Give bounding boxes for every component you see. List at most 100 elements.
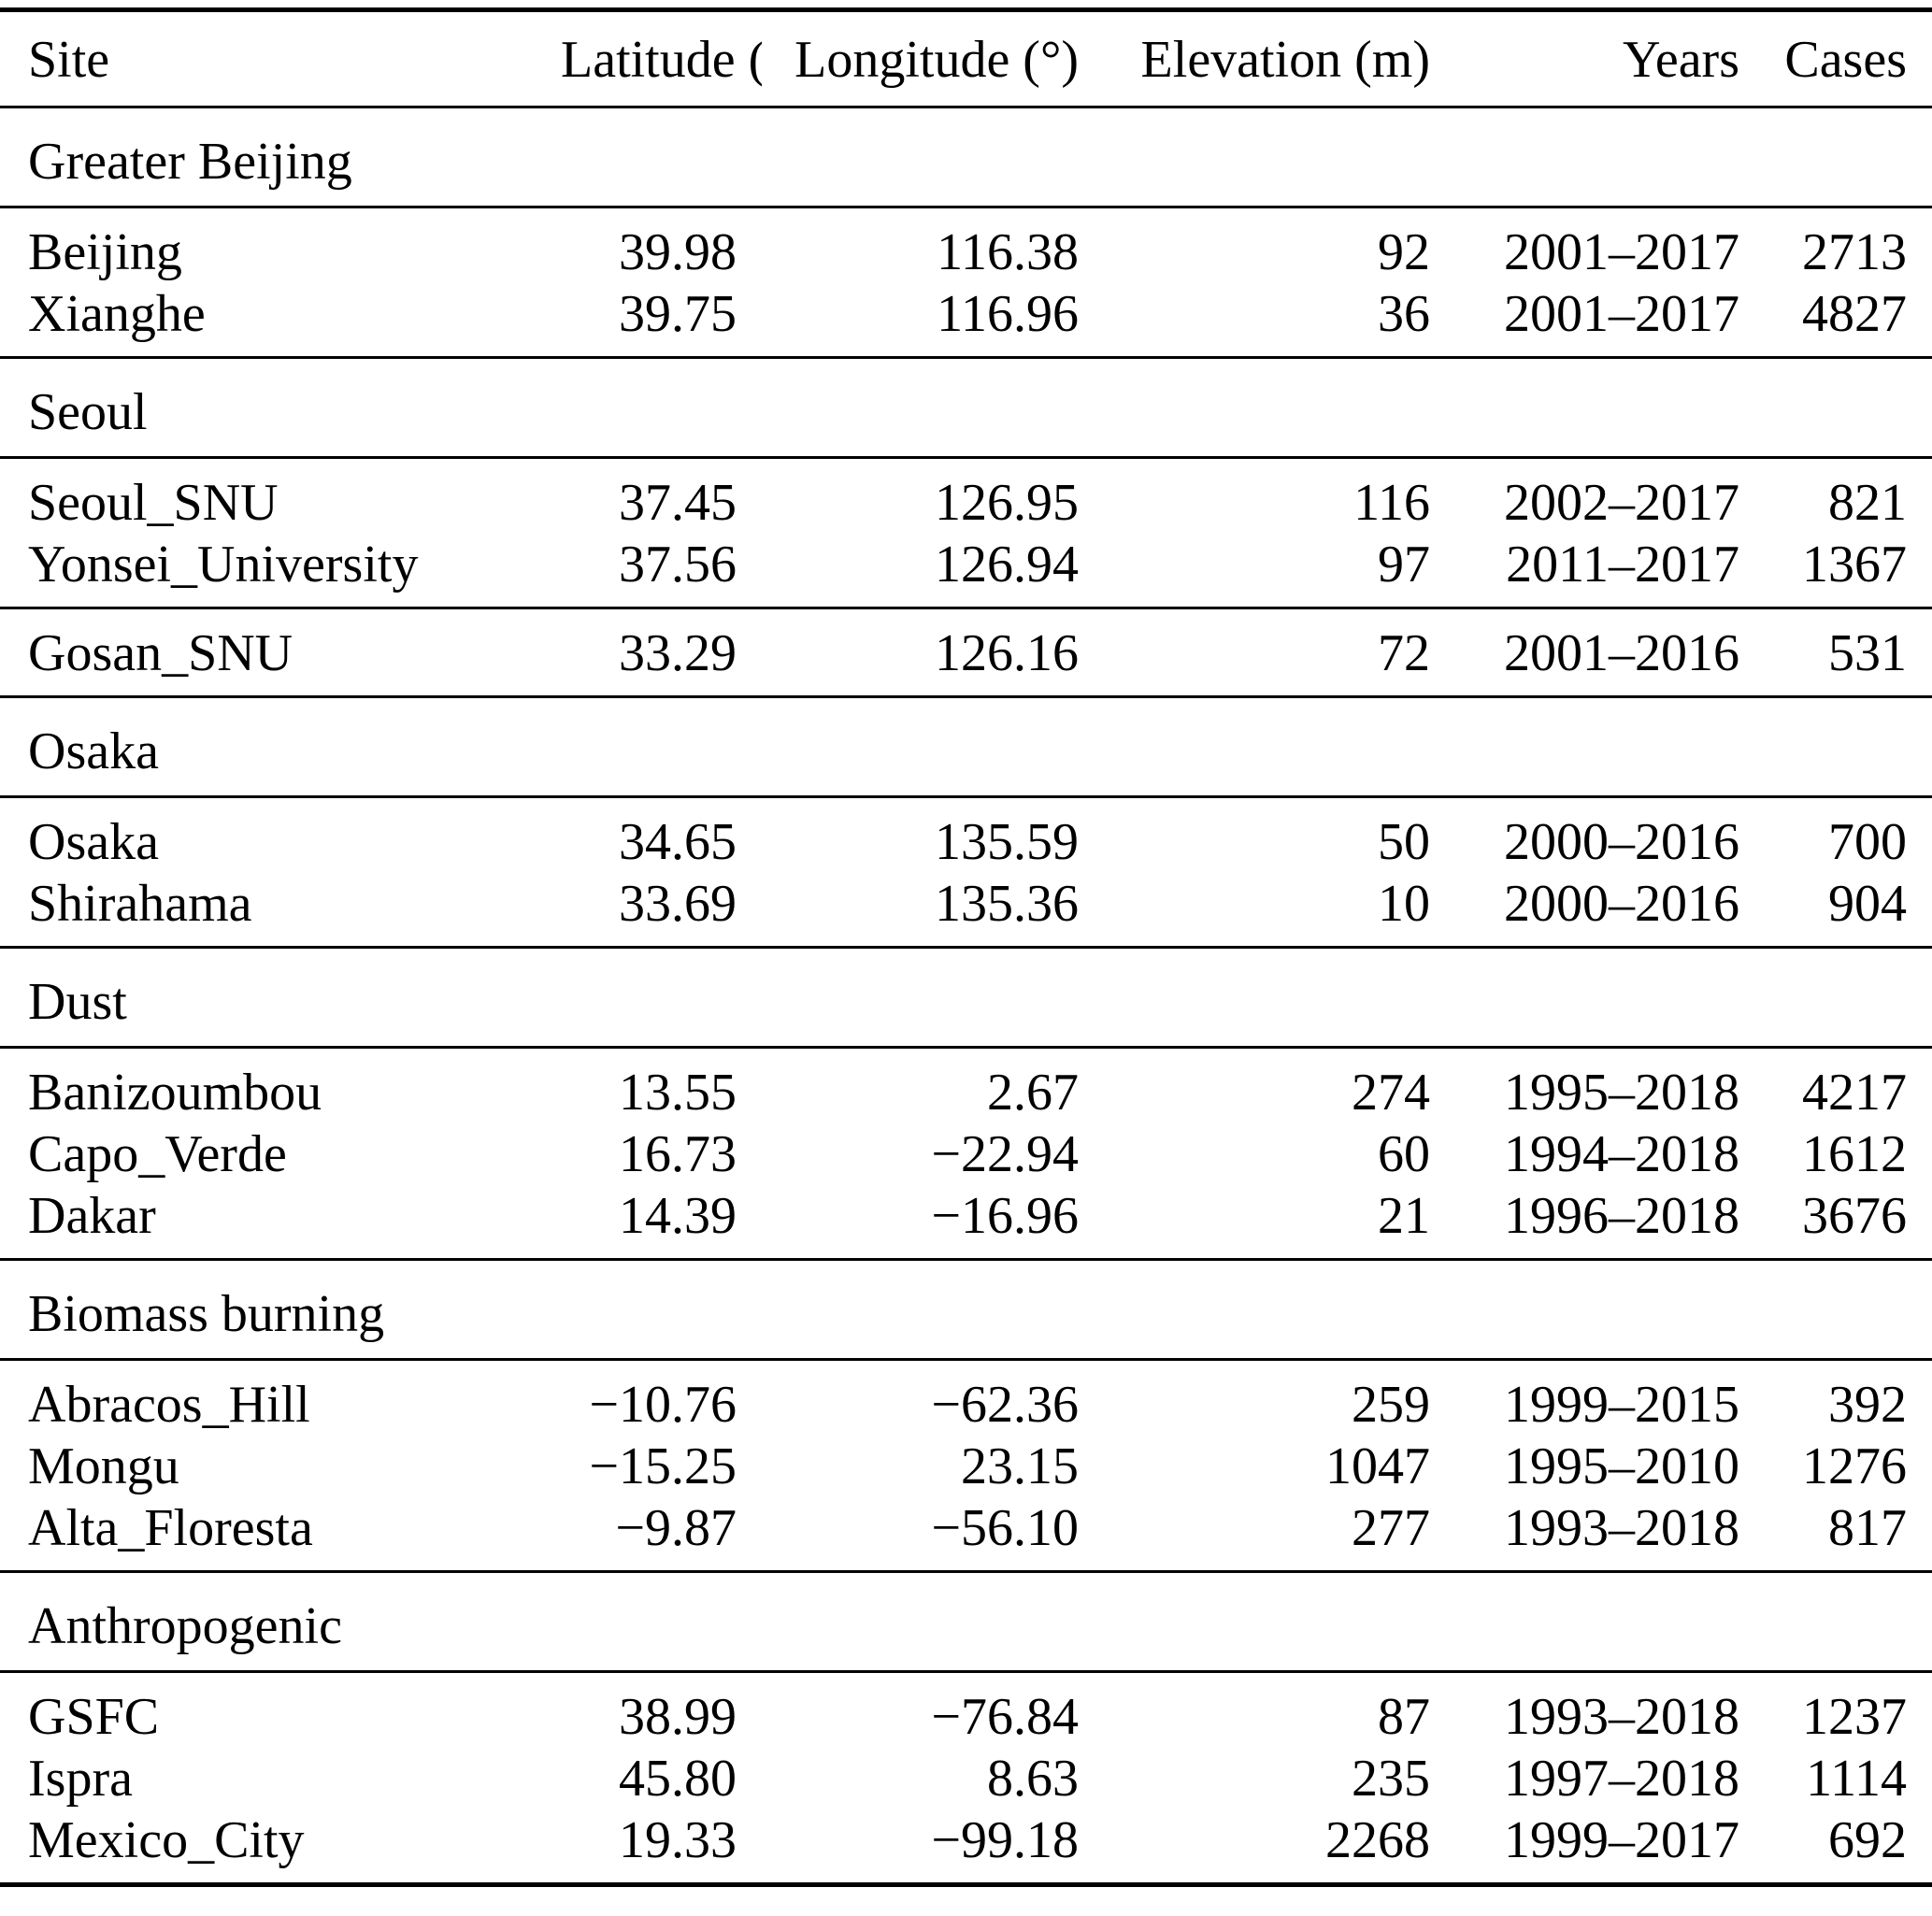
table-row: Osaka 34.65 135.59 50 2000–2016 700 bbox=[0, 797, 1932, 874]
col-header-site: Site bbox=[0, 9, 561, 108]
cell-latitude: −9.87 bbox=[615, 1499, 737, 1557]
cell-site: Ispra bbox=[28, 1750, 133, 1808]
table-row: Gosan_SNU 33.29 126.16 72 2001–2016 531 bbox=[0, 607, 1932, 698]
cell-latitude: 16.73 bbox=[619, 1125, 737, 1183]
table-row: Alta_Floresta −9.87 −56.10 277 1993–2018… bbox=[0, 1497, 1932, 1572]
cell-site: Osaka bbox=[28, 813, 159, 871]
table-row: Capo_Verde 16.73 −22.94 60 1994–2018 161… bbox=[0, 1123, 1932, 1185]
cell-latitude: 14.39 bbox=[619, 1187, 737, 1245]
cell-elevation: 72 bbox=[1104, 607, 1455, 698]
cell-cases: 1276 bbox=[1802, 1437, 1907, 1495]
cell-cases: 1612 bbox=[1802, 1125, 1907, 1183]
cell-latitude: 34.65 bbox=[619, 813, 737, 871]
cell-site: Seoul_SNU bbox=[28, 474, 279, 532]
site-table: Site Latitude (°) Longitude (°) Elevatio… bbox=[0, 7, 1932, 1887]
group-header-label: Osaka bbox=[0, 695, 1932, 798]
cell-site: Abracos_Hill bbox=[28, 1376, 310, 1434]
cell-latitude: 19.33 bbox=[619, 1811, 737, 1869]
cell-years: 1994–2018 bbox=[1504, 1125, 1739, 1183]
cell-cases: 4827 bbox=[1802, 285, 1907, 343]
cell-site: GSFC bbox=[28, 1688, 160, 1746]
cell-cases: 2713 bbox=[1802, 223, 1907, 281]
header-row: Site Latitude (°) Longitude (°) Elevatio… bbox=[0, 9, 1932, 108]
cell-cases: 392 bbox=[1828, 1376, 1907, 1434]
cell-elevation: 2268 bbox=[1325, 1811, 1430, 1869]
cell-latitude: 13.55 bbox=[619, 1064, 737, 1122]
cell-elevation: 50 bbox=[1378, 813, 1430, 871]
cell-longitude: 126.94 bbox=[935, 536, 1079, 593]
section-biomass-burning: Biomass burning Abracos_Hill −10.76 −62.… bbox=[0, 1258, 1932, 1572]
cell-longitude: 23.15 bbox=[961, 1437, 1079, 1495]
cell-longitude: −62.36 bbox=[931, 1376, 1079, 1434]
cell-site: Gosan_SNU bbox=[0, 607, 561, 698]
cell-site: Banizoumbou bbox=[28, 1064, 322, 1122]
cell-years: 1997–2018 bbox=[1504, 1750, 1739, 1808]
cell-longitude: −76.84 bbox=[931, 1688, 1079, 1746]
table-row: Beijing 39.98 116.38 92 2001–2017 2713 bbox=[0, 207, 1932, 284]
table-row: Mexico_City 19.33 −99.18 2268 1999–2017 … bbox=[0, 1809, 1932, 1885]
cell-elevation: 36 bbox=[1378, 285, 1430, 343]
table-row: Xianghe 39.75 116.96 36 2001–2017 4827 bbox=[0, 283, 1932, 358]
group-header-label: Anthropogenic bbox=[0, 1570, 1932, 1673]
cell-cases: 692 bbox=[1828, 1811, 1907, 1869]
cell-longitude: −56.10 bbox=[931, 1499, 1079, 1557]
group-header-label: Seoul bbox=[0, 356, 1932, 459]
table-row: Yonsei_University 37.56 126.94 97 2011–2… bbox=[0, 534, 1932, 608]
cell-years: 1999–2015 bbox=[1504, 1376, 1739, 1434]
section-greater-beijing: Greater Beijing Beijing 39.98 116.38 92 … bbox=[0, 106, 1932, 358]
cell-longitude: 135.59 bbox=[935, 813, 1079, 871]
cell-longitude: 116.38 bbox=[937, 223, 1079, 281]
group-header-label: Dust bbox=[0, 946, 1932, 1049]
cell-cases: 531 bbox=[1765, 607, 1932, 698]
table-row: Seoul_SNU 37.45 126.95 116 2002–2017 821 bbox=[0, 458, 1932, 535]
cell-cases: 700 bbox=[1828, 813, 1907, 871]
cell-latitude: 39.98 bbox=[619, 223, 737, 281]
cell-longitude: 2.67 bbox=[987, 1064, 1079, 1122]
cell-elevation: 92 bbox=[1378, 223, 1430, 281]
cell-site: Dakar bbox=[28, 1187, 156, 1245]
cell-longitude: 126.16 bbox=[762, 607, 1104, 698]
cell-latitude: 37.56 bbox=[619, 536, 737, 593]
cell-cases: 821 bbox=[1828, 474, 1907, 532]
cell-elevation: 60 bbox=[1378, 1125, 1430, 1183]
cell-years: 2011–2017 bbox=[1506, 536, 1739, 593]
col-header-cases: Cases bbox=[1765, 9, 1932, 108]
table-row: Ispra 45.80 8.63 235 1997–2018 1114 bbox=[0, 1748, 1932, 1809]
cell-latitude: 33.69 bbox=[619, 875, 737, 933]
cell-years: 2001–2016 bbox=[1455, 607, 1765, 698]
cell-site: Capo_Verde bbox=[28, 1125, 287, 1183]
cell-site: Shirahama bbox=[28, 875, 252, 933]
group-header-row: Anthropogenic bbox=[0, 1570, 1932, 1673]
cell-site: Beijing bbox=[28, 223, 182, 281]
cell-years: 1993–2018 bbox=[1504, 1499, 1739, 1557]
cell-longitude: 116.96 bbox=[937, 285, 1079, 343]
cell-cases: 3676 bbox=[1802, 1187, 1907, 1245]
cell-years: 2001–2017 bbox=[1504, 285, 1739, 343]
cell-site: Mexico_City bbox=[28, 1811, 305, 1869]
cell-latitude: 33.29 bbox=[561, 607, 762, 698]
section-seoul: Seoul Seoul_SNU 37.45 126.95 116 2002–20… bbox=[0, 356, 1932, 608]
cell-longitude: 135.36 bbox=[935, 875, 1079, 933]
cell-years: 1995–2018 bbox=[1504, 1064, 1739, 1122]
cell-longitude: −16.96 bbox=[931, 1187, 1079, 1245]
cell-elevation: 259 bbox=[1352, 1376, 1430, 1434]
cell-site: Xianghe bbox=[28, 285, 206, 343]
cell-elevation: 116 bbox=[1353, 474, 1430, 532]
cell-years: 1993–2018 bbox=[1504, 1688, 1739, 1746]
cell-latitude: −15.25 bbox=[589, 1437, 737, 1495]
table-row: Abracos_Hill −10.76 −62.36 259 1999–2015… bbox=[0, 1360, 1932, 1437]
cell-cases: 817 bbox=[1828, 1499, 1907, 1557]
cell-elevation: 97 bbox=[1378, 536, 1430, 593]
cell-latitude: 39.75 bbox=[619, 285, 737, 343]
group-header-row: Seoul bbox=[0, 356, 1932, 459]
cell-elevation: 235 bbox=[1352, 1750, 1430, 1808]
cell-latitude: 45.80 bbox=[619, 1750, 737, 1808]
cell-site: Mongu bbox=[28, 1437, 179, 1495]
table-row: Dakar 14.39 −16.96 21 1996–2018 3676 bbox=[0, 1185, 1932, 1260]
cell-cases: 1114 bbox=[1806, 1750, 1907, 1808]
cell-cases: 904 bbox=[1828, 875, 1907, 933]
cell-elevation: 277 bbox=[1352, 1499, 1430, 1557]
cell-latitude: −10.76 bbox=[589, 1376, 737, 1434]
cell-elevation: 1047 bbox=[1325, 1437, 1430, 1495]
